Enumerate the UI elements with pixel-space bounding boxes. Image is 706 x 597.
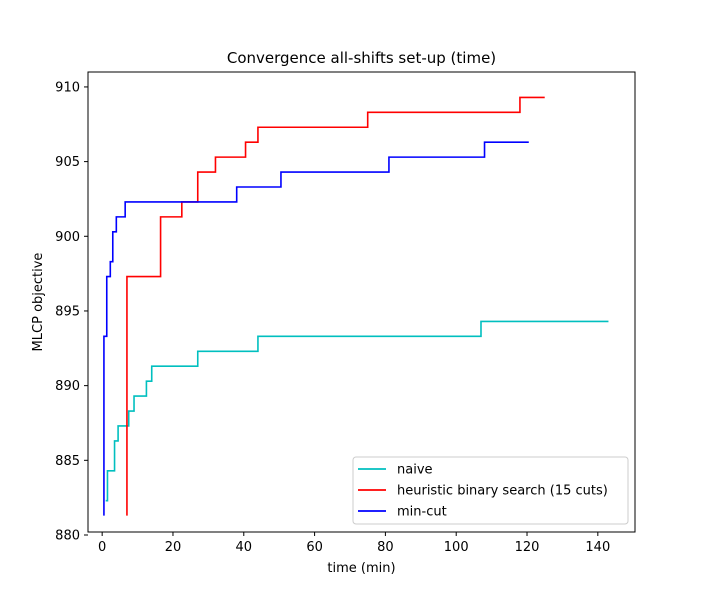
- y-tick-label: 885: [55, 454, 80, 469]
- x-tick-label: 60: [306, 540, 323, 555]
- plot-frame: [87, 71, 636, 533]
- x-tick-label: 100: [444, 540, 469, 555]
- legend-label-1: heuristic binary search (15 cuts): [397, 484, 608, 499]
- legend-label-2: min-cut: [397, 505, 447, 520]
- legend-label-0: naive: [397, 463, 433, 478]
- legend-entries: naive heuristic binary search (15 cuts) mi…: [358, 463, 608, 520]
- y-tick-label: 905: [55, 155, 80, 170]
- series-line-2: [103, 141, 529, 516]
- x-tick-label: 20: [165, 540, 182, 555]
- x-axis-label: time (min): [327, 561, 395, 576]
- x-axis-ticks: 0 20 40 60 80 100 120 140: [98, 532, 610, 555]
- y-tick-label: 890: [55, 379, 80, 394]
- x-tick-label: 140: [585, 540, 610, 555]
- x-tick-label: 80: [377, 540, 394, 555]
- y-axis-label: MLCP objective: [31, 253, 46, 352]
- chart-title: Convergence all-shifts set-up (time): [227, 49, 496, 67]
- legend-box: [352, 456, 629, 525]
- series-line-1: [126, 96, 545, 516]
- y-axis-ticks: 880 885 890 895 900 905 910: [55, 80, 88, 543]
- y-tick-label: 900: [55, 230, 80, 245]
- plot-lines: [103, 96, 609, 516]
- series-line-0: [105, 320, 609, 502]
- legend: naive heuristic binary search (15 cuts) mi…: [352, 456, 629, 525]
- y-tick-label: 895: [55, 304, 80, 319]
- y-tick-label: 910: [55, 80, 80, 95]
- x-tick-label: 0: [98, 540, 106, 555]
- x-tick-label: 40: [236, 540, 253, 555]
- x-tick-label: 120: [515, 540, 540, 555]
- y-tick-label: 880: [55, 528, 80, 543]
